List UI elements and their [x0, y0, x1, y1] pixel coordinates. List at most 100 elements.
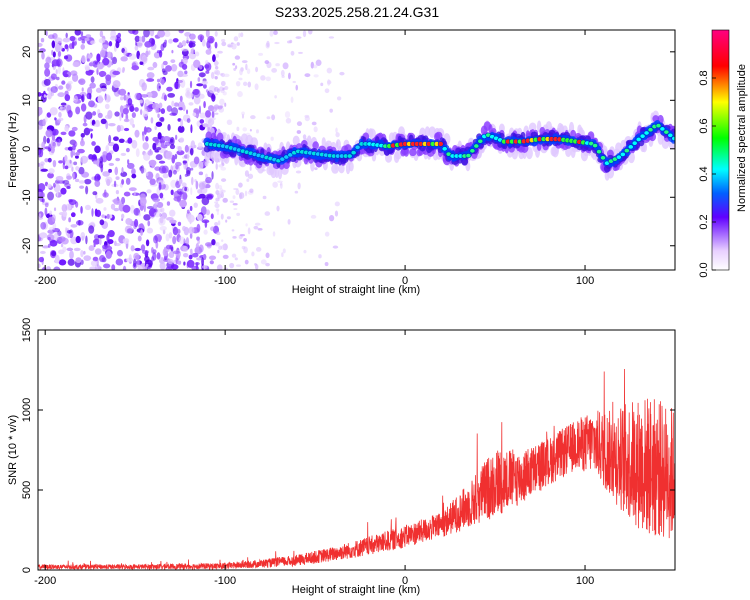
- noise-blob: [147, 66, 155, 71]
- noise-blob: [236, 126, 240, 132]
- noise-blob: [102, 151, 108, 157]
- noise-blob: [60, 243, 64, 248]
- noise-blob: [244, 259, 249, 265]
- noise-blob: [310, 214, 317, 219]
- noise-blob: [119, 112, 122, 122]
- noise-blob: [219, 98, 225, 106]
- noise-blob: [181, 63, 188, 70]
- noise-blob: [220, 73, 223, 76]
- noise-blob: [203, 100, 206, 109]
- noise-blob: [211, 93, 216, 102]
- noise-blob: [253, 225, 259, 230]
- noise-blob: [64, 155, 68, 162]
- noise-blob: [58, 259, 67, 266]
- noise-blob: [335, 127, 338, 133]
- noise-blob: [193, 202, 198, 208]
- noise-blob: [101, 44, 109, 49]
- noise-blob: [266, 116, 271, 120]
- noise-blob: [144, 103, 147, 111]
- noise-blob: [199, 112, 207, 119]
- noise-blob: [115, 40, 120, 49]
- noise-blob: [158, 165, 167, 174]
- noise-blob: [234, 257, 238, 261]
- noise-blob: [210, 71, 215, 80]
- noise-blob: [167, 124, 171, 131]
- noise-blob: [185, 87, 191, 94]
- noise-blob: [74, 30, 81, 36]
- noise-blob: [161, 63, 165, 70]
- noise-blob: [203, 229, 208, 235]
- noise-blob: [178, 30, 184, 34]
- noise-blob: [130, 245, 135, 252]
- noise-blob: [80, 231, 86, 241]
- noise-blob: [244, 170, 249, 177]
- noise-blob: [54, 117, 57, 121]
- noise-blob: [247, 173, 254, 179]
- noise-blob: [275, 63, 280, 67]
- noise-blob: [122, 107, 129, 115]
- noise-blob: [133, 258, 137, 268]
- noise-blob: [255, 247, 262, 252]
- noise-blob: [189, 232, 193, 239]
- noise-blob: [187, 214, 195, 223]
- ridge-core: [477, 138, 484, 144]
- noise-blob: [220, 213, 224, 220]
- noise-blob: [202, 83, 207, 89]
- noise-blob: [304, 114, 310, 118]
- noise-blob: [97, 112, 103, 119]
- noise-blob: [93, 242, 96, 248]
- colorbar-frame: [711, 29, 730, 271]
- noise-blob: [215, 241, 220, 247]
- noise-blob: [234, 55, 241, 60]
- noise-blob: [189, 80, 193, 89]
- noise-blob: [206, 40, 211, 49]
- noise-blob: [163, 94, 167, 101]
- noise-blob: [142, 132, 145, 142]
- ridge-core: [350, 150, 357, 156]
- noise-blob: [108, 162, 115, 167]
- ridge-core: [667, 132, 674, 138]
- noise-blob: [146, 227, 154, 234]
- noise-blob: [43, 78, 51, 86]
- ridge-blob: [424, 126, 431, 137]
- noise-blob: [284, 111, 291, 118]
- noise-blob: [238, 32, 241, 39]
- noise-blob: [241, 60, 248, 64]
- spectrogram-ylabel: Frequency (Hz): [7, 112, 19, 188]
- noise-blob: [271, 68, 278, 73]
- noise-blob: [160, 142, 165, 148]
- noise-blob: [328, 36, 335, 39]
- noise-blob: [88, 62, 94, 67]
- noise-blob: [294, 190, 299, 194]
- noise-blob: [47, 191, 54, 201]
- noise-blob: [177, 145, 182, 152]
- noise-blob: [188, 254, 193, 260]
- noise-blob: [162, 60, 168, 66]
- noise-blob: [270, 136, 274, 141]
- noise-blob: [38, 42, 43, 47]
- noise-blob: [201, 257, 204, 267]
- noise-blob: [220, 191, 224, 198]
- noise-blob: [162, 136, 171, 142]
- ridge-core: [441, 146, 448, 152]
- noise-blob: [92, 191, 98, 196]
- noise-blob: [57, 92, 65, 98]
- noise-blob: [81, 87, 84, 92]
- noise-blob: [233, 187, 239, 191]
- noise-blob: [39, 250, 46, 254]
- noise-blob: [210, 117, 216, 121]
- noise-blob: [260, 259, 267, 265]
- noise-blob: [47, 236, 51, 241]
- noise-blob: [162, 248, 168, 257]
- noise-blob: [65, 83, 70, 90]
- noise-blob: [61, 80, 66, 85]
- noise-blob: [216, 264, 223, 270]
- noise-blob: [209, 37, 214, 44]
- noise-blob: [91, 141, 96, 146]
- ridge-core: [663, 129, 670, 135]
- ridge-core: [354, 144, 361, 150]
- noise-blob: [53, 182, 56, 188]
- noise-blob: [94, 179, 101, 188]
- noise-blob: [95, 197, 104, 204]
